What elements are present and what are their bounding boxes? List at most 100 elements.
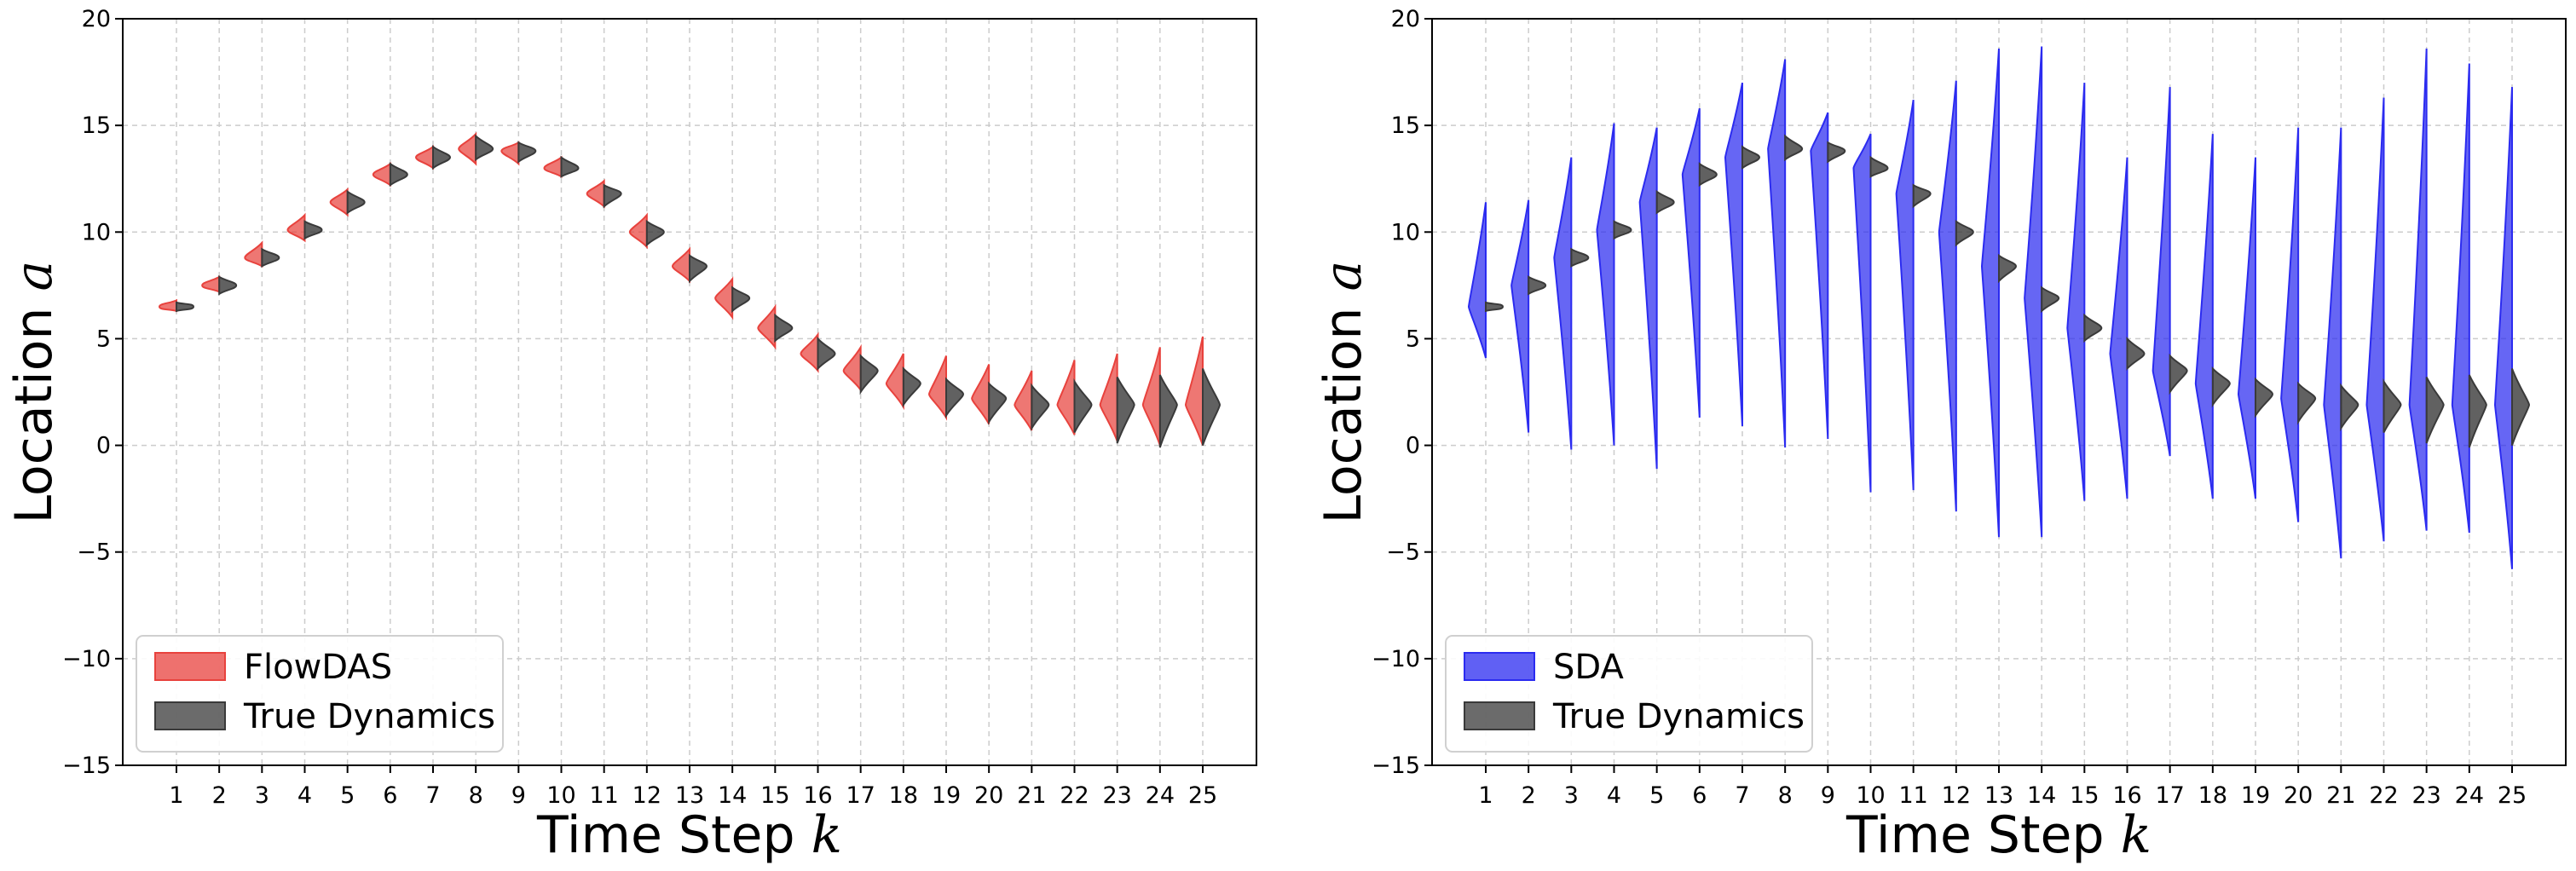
violin-true-dynamics [432, 145, 452, 170]
violin-flowdas [1141, 347, 1161, 446]
violin-true-dynamics [1912, 183, 1932, 209]
x-axis-label: Time Step k [1845, 805, 2151, 865]
y-tick-label: −15 [62, 753, 111, 779]
violin-flowdas [414, 145, 434, 170]
violin-sda [1938, 80, 1957, 512]
x-tick-label: 21 [2326, 782, 2355, 809]
x-tick-label: 15 [760, 782, 789, 809]
x-tick-label: 7 [1735, 782, 1749, 809]
x-tick-label: 12 [1942, 782, 1971, 809]
violin-true-dynamics [988, 381, 1008, 425]
violin-sda [2151, 87, 2171, 457]
legend-swatch [1464, 652, 1535, 681]
violin-true-dynamics [1073, 378, 1093, 433]
violin-sda [1852, 133, 1872, 493]
x-tick-label: 11 [1898, 782, 1927, 809]
x-tick-label: 23 [1102, 782, 1131, 809]
violin-true-dynamics [859, 353, 879, 395]
violin-true-dynamics [2297, 381, 2317, 425]
x-tick-label: 12 [632, 782, 661, 809]
violin-sda [2237, 157, 2256, 499]
x-tick-label: 25 [2498, 782, 2527, 809]
legend: FlowDAS True Dynamics [136, 635, 504, 753]
violin-true-dynamics [2255, 377, 2274, 418]
violin-true-dynamics [774, 313, 794, 343]
violin-true-dynamics [475, 134, 494, 162]
y-tick-label: −10 [62, 646, 111, 672]
x-tick-label: 5 [340, 782, 355, 809]
violin-sda [1681, 107, 1701, 418]
x-tick-label: 8 [1778, 782, 1793, 809]
x-tick-label: 6 [383, 782, 397, 809]
violin-true-dynamics [1202, 368, 1222, 446]
x-tick-label: 14 [718, 782, 747, 809]
x-tick-label: 2 [1522, 782, 1536, 809]
violin-true-dynamics [731, 286, 751, 314]
violin-flowdas [500, 141, 520, 166]
violin-flowdas [671, 246, 690, 284]
violin-sda [1596, 123, 1615, 446]
violin-true-dynamics [1955, 219, 1974, 247]
x-tick-label: 20 [2284, 782, 2313, 809]
x-tick-label: 16 [2112, 782, 2141, 809]
violin-flowdas [543, 155, 563, 179]
violin-sda [2323, 127, 2342, 559]
violin-true-dynamics [2083, 313, 2103, 343]
x-tick-label: 23 [2411, 782, 2440, 809]
x-tick-label: 9 [511, 782, 526, 809]
violin-true-dynamics [176, 301, 195, 313]
violin-true-dynamics [2425, 377, 2445, 444]
violin-true-dynamics [1741, 145, 1761, 170]
x-tick-label: 7 [425, 782, 440, 809]
violin-sda [1980, 48, 2000, 538]
y-tick-label: −5 [77, 539, 111, 566]
violin-flowdas [329, 187, 349, 217]
violin-flowdas [1056, 360, 1076, 436]
violin-true-dynamics [2511, 368, 2531, 446]
x-tick-label: 22 [1060, 782, 1089, 809]
x-tick-label: 22 [2369, 782, 2398, 809]
violin-flowdas [927, 355, 947, 421]
violin-true-dynamics [1784, 134, 1804, 162]
legend-label: FlowDAS [244, 648, 392, 687]
violin-flowdas [971, 364, 991, 425]
violin-flowdas [586, 178, 605, 209]
legend-swatch [154, 652, 226, 681]
violin-true-dynamics [1031, 383, 1050, 432]
y-tick-label: 20 [82, 6, 111, 32]
legend-label: True Dynamics [243, 697, 495, 736]
legend-swatch [154, 701, 226, 730]
violin-true-dynamics [1485, 301, 1505, 313]
violin-true-dynamics [603, 183, 622, 209]
x-tick-label: 13 [1984, 782, 2013, 809]
x-tick-label: 20 [974, 782, 1003, 809]
violin-true-dynamics [1998, 253, 2018, 284]
violin-true-dynamics [2169, 353, 2188, 395]
violin-flowdas [885, 353, 904, 411]
violin-true-dynamics [346, 189, 366, 215]
violin-true-dynamics [1570, 247, 1590, 268]
x-tick-label: 3 [255, 782, 269, 809]
violin-sda [1724, 82, 1743, 427]
x-tick-label: 18 [2198, 782, 2227, 809]
violin-true-dynamics [1613, 219, 1632, 240]
violin-true-dynamics [1698, 162, 1718, 187]
y-tick-label: 10 [1391, 219, 1420, 245]
violin-true-dynamics [2383, 378, 2402, 433]
y-axis-label: Location a [1314, 261, 1373, 524]
x-tick-label: 4 [297, 782, 312, 809]
violin-true-dynamics [517, 141, 537, 164]
violin-sda [2451, 63, 2470, 534]
violin-sda [2493, 87, 2513, 569]
violin-true-dynamics [1827, 141, 1846, 164]
violin-true-dynamics [560, 155, 580, 179]
violin-true-dynamics [1869, 155, 1889, 179]
y-tick-label: 5 [96, 326, 111, 352]
violin-true-dynamics [945, 377, 965, 418]
violin-true-dynamics [1528, 275, 1547, 296]
violin-flowdas [158, 298, 177, 313]
y-tick-label: 10 [82, 219, 111, 245]
violin-true-dynamics [261, 247, 280, 268]
